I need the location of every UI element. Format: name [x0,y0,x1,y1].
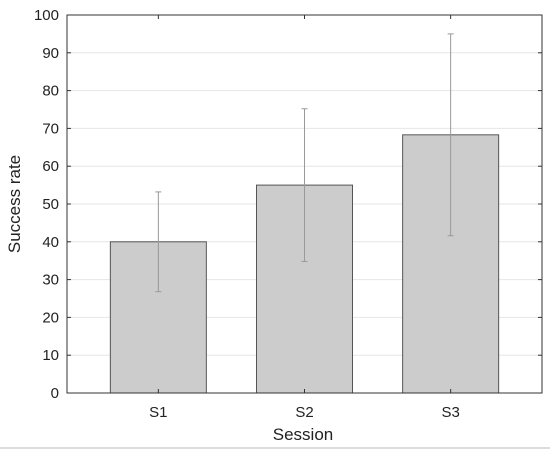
axes [66,14,543,394]
plot-frame [66,14,543,394]
y-tick-label: 90 [42,45,59,62]
y-tick-label: 30 [42,272,59,289]
tick-labels: 0 10 20 30 40 50 60 70 80 90 100 S1 S2 S3 [34,7,460,421]
y-tick-label: 70 [42,120,59,137]
y-tick-label: 80 [42,83,59,100]
y-tick-label: 50 [42,196,59,213]
y-tick-label: 100 [34,7,59,24]
y-axis-label: Success rate [5,155,24,253]
y-tick-label: 0 [51,385,59,402]
y-tick-label: 40 [42,234,59,251]
x-tick-label: S3 [441,404,459,421]
y-tick-label: 20 [42,309,59,326]
error-bars [155,33,454,293]
x-tick-label: S2 [295,404,313,421]
y-tick-label: 60 [42,158,59,175]
x-tick-label: S1 [149,404,167,421]
x-axis-label: Session [273,425,333,444]
y-tick-label: 10 [42,347,59,364]
